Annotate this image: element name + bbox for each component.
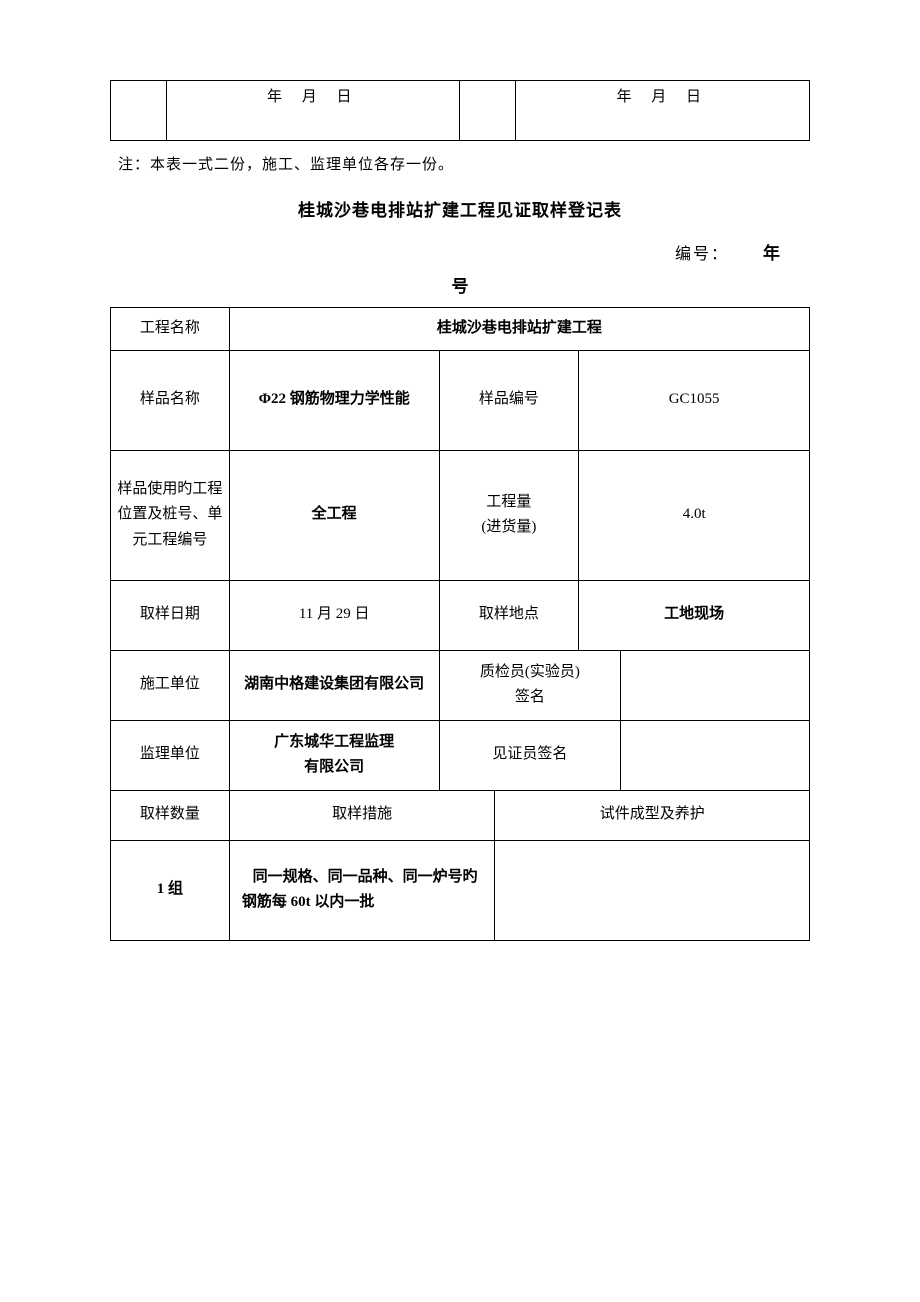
sample-name-label: 样品名称 <box>111 350 230 450</box>
document-number-row: 编号： 年 <box>110 239 810 264</box>
supervision-unit-label: 监理单位 <box>111 720 230 790</box>
engineering-qty-label: 工程量 (进货量) <box>439 450 579 580</box>
construction-unit-value: 湖南中格建设集团有限公司 <box>229 650 439 720</box>
sample-no-label: 样品编号 <box>439 350 579 450</box>
top-right-date: 年 月 日 <box>516 81 810 141</box>
sample-method-label: 取样措施 <box>229 790 495 840</box>
sampling-location-value: 工地现场 <box>579 580 810 650</box>
usage-label: 样品使用旳工程位置及桩号、单元工程编号 <box>111 450 230 580</box>
sample-name-value: Φ22 钢筋物理力学性能 <box>229 350 439 450</box>
sampling-registration-table: 工程名称 桂城沙巷电排站扩建工程 样品名称 Φ22 钢筋物理力学性能 样品编号 … <box>110 307 810 941</box>
qc-sign-label: 质检员(实验员) 签名 <box>439 650 621 720</box>
top-signature-table: 年 月 日 年 月 日 <box>110 80 810 141</box>
qc-sign-value <box>621 650 810 720</box>
forming-curing-label: 试件成型及养护 <box>495 790 810 840</box>
year-label: 年 <box>763 244 780 263</box>
project-name-label: 工程名称 <box>111 308 230 351</box>
witness-sign-value <box>621 720 810 790</box>
engineering-qty-value: 4.0t <box>579 450 810 580</box>
sampling-date-label: 取样日期 <box>111 580 230 650</box>
witness-sign-label: 见证员签名 <box>439 720 621 790</box>
sampling-location-label: 取样地点 <box>439 580 579 650</box>
sample-qty-label: 取样数量 <box>111 790 230 840</box>
sample-no-value: GC1055 <box>579 350 810 450</box>
usage-value: 全工程 <box>229 450 439 580</box>
sample-qty-value: 1 组 <box>111 840 230 940</box>
project-name-value: 桂城沙巷电排站扩建工程 <box>229 308 809 351</box>
footer-note: 注：本表一式二份，施工、监理单位各存一份。 <box>110 153 810 174</box>
bianhao-label: 编号： <box>675 246 729 263</box>
forming-curing-value <box>495 840 810 940</box>
supervision-unit-value: 广东城华工程监理 有限公司 <box>229 720 439 790</box>
top-left-date: 年 月 日 <box>166 81 460 141</box>
document-title: 桂城沙巷电排站扩建工程见证取样登记表 <box>110 196 810 221</box>
sampling-date-value: 11 月 29 日 <box>229 580 439 650</box>
hao-label: 号 <box>110 272 810 297</box>
construction-unit-label: 施工单位 <box>111 650 230 720</box>
sample-method-value: 同一规格、同一品种、同一炉号旳 钢筋每 60t 以内一批 <box>229 840 495 940</box>
